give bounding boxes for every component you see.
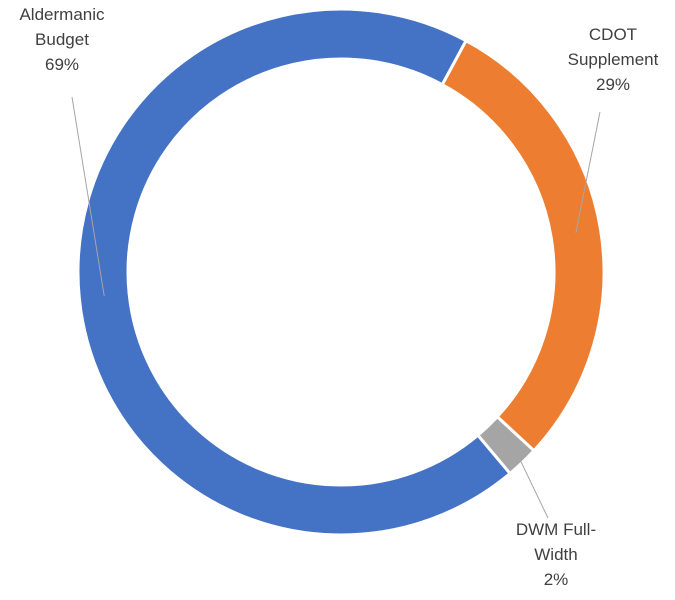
data-label: DWM Full-Width 2% xyxy=(496,517,616,592)
donut-slice xyxy=(76,7,513,537)
donut-slice xyxy=(440,38,606,453)
data-label: Aldermanic Budget 69% xyxy=(7,2,117,77)
category-label: Aldermanic Budget xyxy=(19,5,105,49)
value-label: 2% xyxy=(543,570,569,589)
data-label: CDOT Supplement 29% xyxy=(558,22,668,97)
category-label: DWM Full-Width xyxy=(515,520,597,564)
leader-line xyxy=(71,96,105,297)
leader-line xyxy=(575,111,601,234)
value-label: 29% xyxy=(595,75,631,94)
donut-slice xyxy=(475,414,537,476)
category-label: CDOT Supplement xyxy=(567,25,659,69)
leader-line xyxy=(519,460,549,519)
value-label: 69% xyxy=(44,55,80,74)
